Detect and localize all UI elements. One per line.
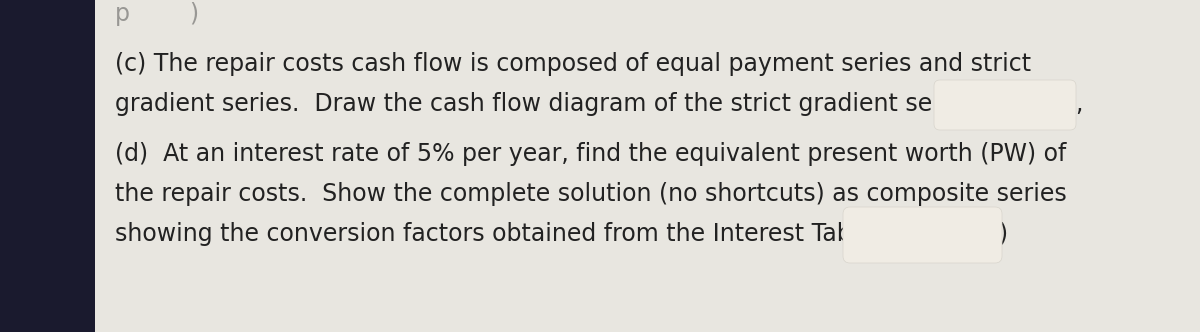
Text: ,: , [1075,92,1082,116]
Text: showing the conversion factors obtained from the Interest Tables.: showing the conversion factors obtained … [115,222,893,246]
FancyBboxPatch shape [842,207,1002,263]
FancyBboxPatch shape [934,80,1076,130]
Text: p        ): p ) [115,2,199,26]
Text: the repair costs.  Show the complete solution (no shortcuts) as composite series: the repair costs. Show the complete solu… [115,182,1067,206]
Text: (d)  At an interest rate of 5% per year, find the equivalent present worth (PW) : (d) At an interest rate of 5% per year, … [115,142,1067,166]
Text: (c) The repair costs cash flow is composed of equal payment series and strict: (c) The repair costs cash flow is compos… [115,52,1031,76]
Bar [0,0,95,332]
Text: gradient series.  Draw the cash flow diagram of the strict gradient series (: gradient series. Draw the cash flow diag… [115,92,992,116]
Text: ): ) [998,222,1007,246]
